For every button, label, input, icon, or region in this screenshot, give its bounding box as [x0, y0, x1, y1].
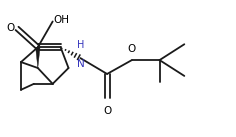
Text: N: N [76, 59, 84, 69]
Text: OH: OH [54, 15, 70, 25]
Text: O: O [128, 44, 136, 54]
Text: O: O [103, 106, 111, 116]
Text: H: H [77, 40, 84, 50]
Text: O: O [7, 23, 15, 33]
Polygon shape [36, 47, 40, 68]
